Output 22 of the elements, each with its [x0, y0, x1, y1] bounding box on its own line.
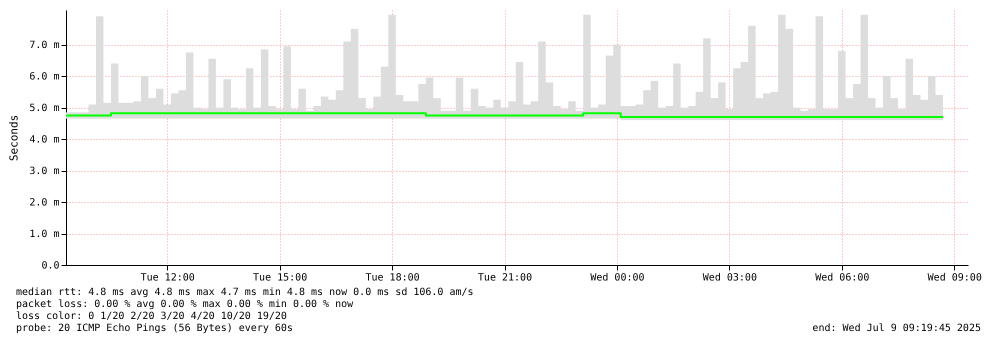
y-tick-label: 6.0 m: [29, 72, 60, 83]
x-tick-label: Wed 03:00: [702, 272, 757, 284]
x-tick-label: Tue 15:00: [253, 272, 308, 284]
x-tick-label: Tue 12:00: [140, 272, 195, 284]
x-tick-label: Wed 09:00: [928, 272, 982, 284]
x-tick-label: Wed 06:00: [815, 272, 870, 284]
y-tick-label: 3.0 m: [29, 166, 60, 178]
y-tick-label: 4.0 m: [29, 134, 60, 146]
text: probe: 20 ICMP Echo Pings (56 Bytes) every 60s: [16, 323, 293, 334]
y-tick-label: 0.0: [41, 260, 60, 272]
text: packet loss: 0.00 % avg 0.00 % max 0.00 % min 0.00 % now: [16, 299, 354, 310]
y-tick-label: 2.0 m: [29, 198, 60, 209]
text: median rtt: 4.8 ms avg 4.8 ms max 4.7 ms min 4.8 ms now 0.0 ms sd 106.0 am/s: [16, 287, 474, 298]
text: end: Wed Jul 9 09:19:45 2025: [812, 323, 981, 334]
x-tick-label: Wed 00:00: [590, 272, 645, 284]
y-tick-label: 1.0 m: [29, 229, 60, 240]
y-axis-title: Seconds: [7, 114, 20, 162]
text: loss color: 0 1/20 2/20 3/20 4/20 10/20 19/20: [16, 311, 287, 322]
y-tick-label: 7.0 m: [29, 40, 60, 52]
x-tick-label: Tue 21:00: [478, 272, 532, 284]
x-tick-label: Tue 18:00: [365, 272, 420, 284]
y-tick-label: 5.0 m: [29, 103, 60, 114]
